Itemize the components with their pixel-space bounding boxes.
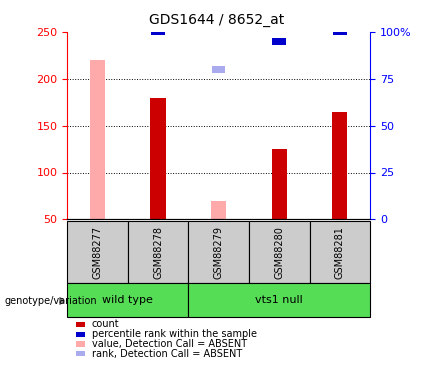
Bar <box>188 283 370 317</box>
Bar <box>272 149 287 219</box>
Text: GSM88280: GSM88280 <box>274 226 284 279</box>
Bar <box>211 201 226 219</box>
Bar <box>67 283 188 317</box>
Text: value, Detection Call = ABSENT: value, Detection Call = ABSENT <box>92 339 247 349</box>
Text: wild type: wild type <box>102 295 153 305</box>
Text: vts1 null: vts1 null <box>255 295 303 305</box>
Bar <box>333 28 347 35</box>
Text: GSM88279: GSM88279 <box>213 226 224 279</box>
Bar <box>151 98 165 219</box>
Bar <box>128 221 188 283</box>
Bar <box>90 10 104 16</box>
Text: GSM88278: GSM88278 <box>153 226 163 279</box>
Text: GSM88277: GSM88277 <box>92 226 103 279</box>
Bar <box>249 221 310 283</box>
Bar <box>310 221 370 283</box>
Text: GDS1644 / 8652_at: GDS1644 / 8652_at <box>149 13 284 27</box>
Text: genotype/variation: genotype/variation <box>4 296 97 306</box>
Text: count: count <box>92 320 120 329</box>
Bar <box>272 38 286 45</box>
Bar <box>151 28 165 35</box>
Bar <box>212 66 226 73</box>
Bar <box>67 221 128 283</box>
Text: GSM88281: GSM88281 <box>335 226 345 279</box>
Bar <box>90 60 105 219</box>
Bar <box>188 221 249 283</box>
Polygon shape <box>60 297 64 304</box>
Text: rank, Detection Call = ABSENT: rank, Detection Call = ABSENT <box>92 349 242 358</box>
Bar <box>333 112 347 219</box>
Text: percentile rank within the sample: percentile rank within the sample <box>92 329 257 339</box>
